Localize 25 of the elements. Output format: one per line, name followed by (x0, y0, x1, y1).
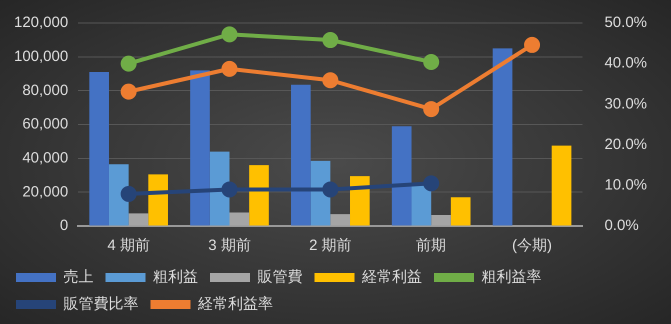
y-tick-label: 0 (60, 217, 68, 234)
x-tick-label: 4 期前 (107, 237, 150, 254)
x-tick-label: (今期) (512, 237, 552, 254)
y2-tick-label: 40.0% (604, 54, 648, 72)
legend-label: 売上 (64, 268, 94, 286)
y2-tick-label: 20.0% (604, 136, 648, 153)
y-tick-label: 100,000 (14, 48, 68, 65)
y2-tick-label: 10.0% (604, 176, 648, 194)
y-tick-label: 40,000 (22, 149, 68, 166)
legend-label: 販管費比率 (64, 296, 138, 313)
x-tick-label: 前期 (416, 237, 446, 254)
y-tick-label: 20,000 (22, 183, 68, 200)
y-tick-label: 120,000 (14, 14, 68, 32)
legend-label: 販管費 (258, 268, 302, 286)
y-tick-label: 80,000 (22, 82, 68, 99)
legend-label: 経常利益率 (197, 296, 273, 313)
y2-tick-label: 30.0% (604, 95, 648, 112)
y2-tick-label: 50.0% (604, 14, 648, 32)
y-tick-label: 60,000 (22, 116, 68, 133)
x-tick-label: 2 期前 (309, 237, 352, 254)
y2-tick-label: 0.0% (604, 217, 639, 234)
x-tick-label: 3 期前 (208, 237, 251, 254)
legend-label: 経常利益 (361, 268, 422, 286)
legend-label: 粗利益 (153, 268, 198, 286)
legend-label: 粗利益率 (482, 268, 542, 286)
